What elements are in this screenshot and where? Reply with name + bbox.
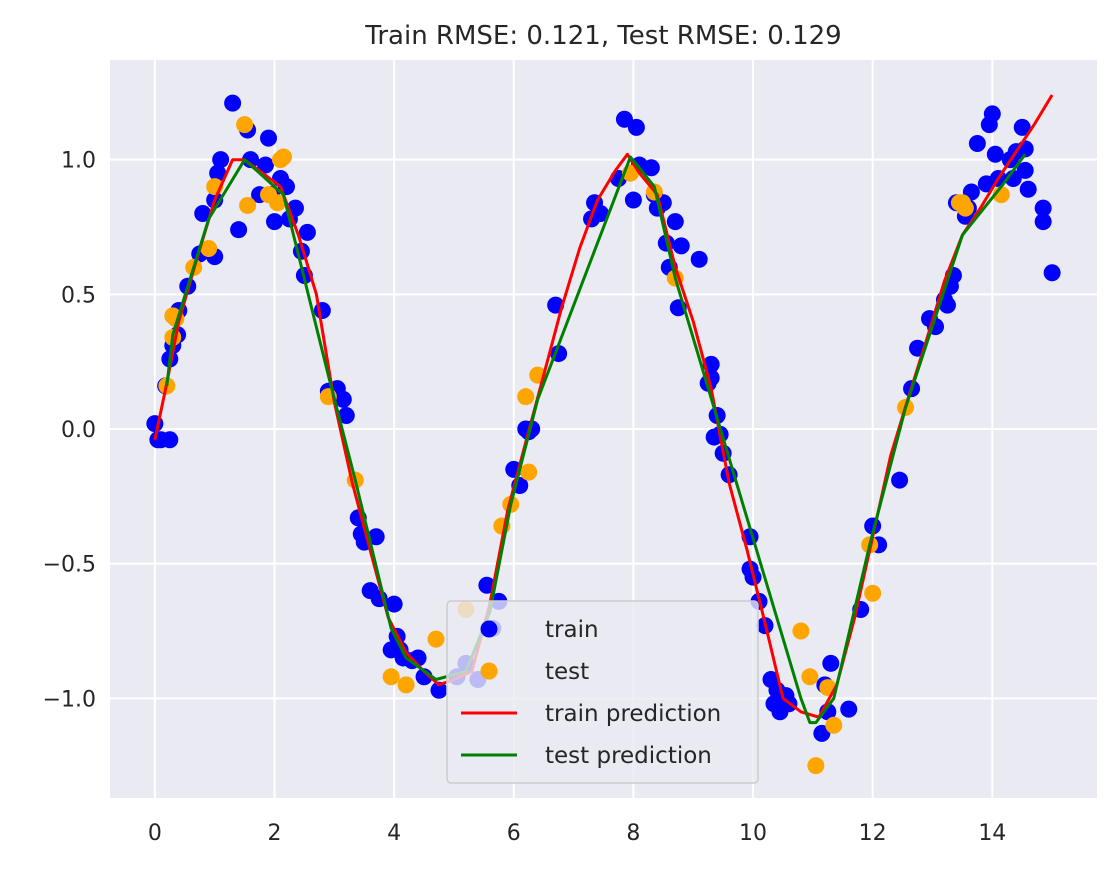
test-point <box>520 463 538 481</box>
legend-label: train <box>545 617 599 643</box>
legend: train test train prediction test prediction <box>446 600 759 784</box>
test-point <box>956 199 974 217</box>
train-point <box>840 700 858 718</box>
x-axis-tick-labels: 0 2 4 6 8 10 12 14 <box>148 821 1006 846</box>
x-tick-label: 8 <box>626 821 640 846</box>
chart-title: Train RMSE: 0.121, Test RMSE: 0.129 <box>364 21 841 51</box>
test-point <box>397 676 415 694</box>
train-point <box>592 205 610 223</box>
x-tick-label: 14 <box>978 821 1006 846</box>
y-axis-tick-labels: −1.0 −0.5 0.0 0.5 1.0 <box>43 149 96 713</box>
train-point <box>672 237 690 255</box>
train-point <box>813 724 831 742</box>
train-point <box>313 301 331 319</box>
test-point <box>239 196 257 214</box>
legend-item: train <box>480 617 599 643</box>
y-tick-label: 0.5 <box>61 283 96 308</box>
test-point <box>382 668 400 686</box>
test-point <box>236 116 254 134</box>
train-point <box>194 205 212 223</box>
test-point <box>801 668 819 686</box>
train-point <box>615 110 633 128</box>
y-tick-label: 0.0 <box>61 418 96 443</box>
legend-item: test prediction <box>461 743 712 769</box>
train-point <box>1043 264 1061 282</box>
train-point <box>891 471 909 489</box>
train-point <box>983 105 1001 123</box>
y-tick-label: −0.5 <box>43 553 96 578</box>
test-point <box>792 622 810 640</box>
train-point <box>298 223 316 241</box>
x-tick-label: 4 <box>387 821 401 846</box>
x-tick-label: 6 <box>507 821 521 846</box>
train-point <box>266 213 283 231</box>
train-point <box>642 159 660 177</box>
legend-label: test prediction <box>545 743 712 769</box>
test-point <box>274 148 292 166</box>
train-point <box>1034 199 1052 217</box>
train-point <box>690 250 708 268</box>
test-point <box>268 194 286 212</box>
train-point <box>242 151 260 169</box>
test-point <box>825 716 843 734</box>
train-point <box>666 213 684 231</box>
test-point <box>427 630 445 648</box>
test-point <box>864 584 882 602</box>
train-point <box>334 390 352 408</box>
x-tick-label: 0 <box>148 821 162 846</box>
train-point <box>968 134 986 152</box>
legend-item: test <box>480 659 589 685</box>
train-point <box>260 129 278 147</box>
train-point <box>230 221 248 239</box>
train-point <box>627 118 645 136</box>
x-tick-label: 12 <box>859 821 887 846</box>
train-point <box>938 296 956 314</box>
train-point <box>1019 180 1037 198</box>
legend-marker <box>480 620 498 638</box>
train-point <box>1034 213 1052 231</box>
test-prediction-line <box>165 153 1027 725</box>
legend-box <box>446 600 759 784</box>
train-point <box>430 681 448 699</box>
train-point <box>385 595 403 613</box>
train-point <box>986 145 1004 163</box>
x-tick-label: 2 <box>268 821 282 846</box>
train-point <box>161 431 179 449</box>
train-point <box>212 151 230 169</box>
test-point <box>200 240 218 258</box>
legend-label: train prediction <box>545 701 721 727</box>
train-point <box>1016 161 1034 179</box>
train-point <box>257 156 275 174</box>
y-tick-label: 1.0 <box>61 149 96 174</box>
train-point <box>1013 118 1031 136</box>
test-point <box>517 388 535 406</box>
train-point <box>209 164 227 182</box>
legend-marker <box>480 662 498 680</box>
test-point <box>807 757 825 775</box>
train-point <box>367 528 385 546</box>
train-point <box>337 407 355 425</box>
series-test-prediction <box>165 153 1027 725</box>
legend-item: train prediction <box>461 701 721 727</box>
train-point <box>822 654 840 672</box>
legend-label: test <box>545 659 589 685</box>
train-point <box>624 191 642 209</box>
y-tick-label: −1.0 <box>43 687 96 712</box>
x-tick-label: 10 <box>739 821 767 846</box>
train-point <box>224 94 242 112</box>
